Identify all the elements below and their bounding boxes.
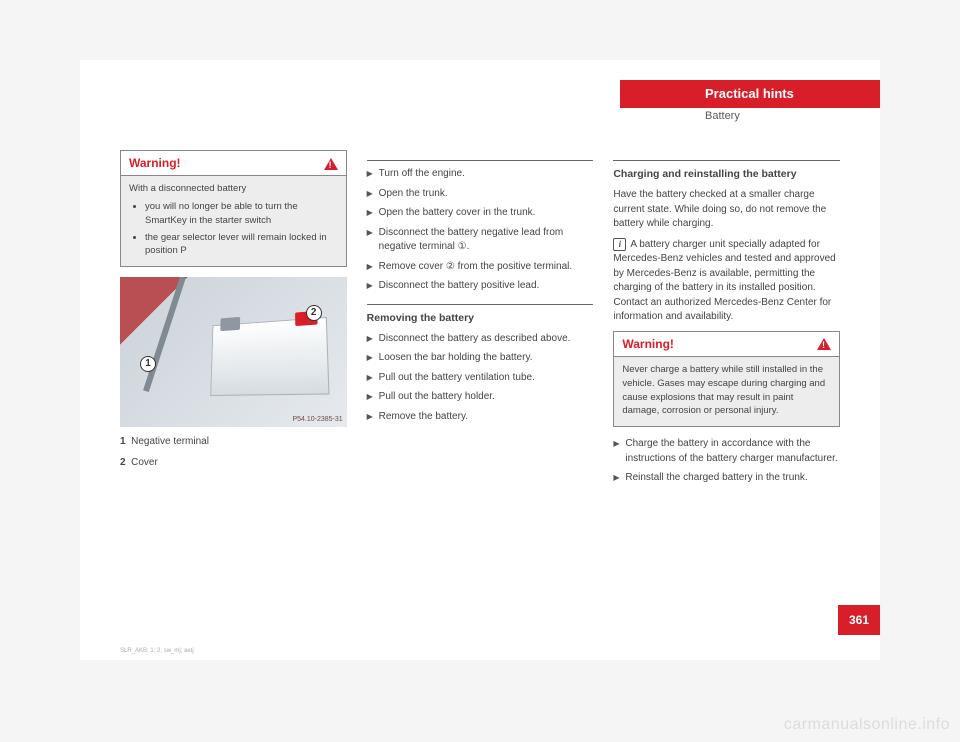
warning-bullet: you will no longer be able to turn the S… xyxy=(145,200,338,228)
figure-strut xyxy=(143,277,186,392)
info-icon xyxy=(613,239,630,250)
warning-body: With a disconnected battery you will no … xyxy=(121,176,346,266)
figure-neg-terminal xyxy=(220,317,240,331)
legend-num: 2 xyxy=(120,457,126,468)
section-subheader: Battery xyxy=(620,110,880,122)
warning-bullet: the gear selector lever will remain lock… xyxy=(145,231,338,259)
warning-triangle-icon xyxy=(324,158,338,170)
step: Charge the battery in accordance with th… xyxy=(613,437,840,466)
figure-code: P54.10-2385-31 xyxy=(292,415,342,425)
warning-label: Warning! xyxy=(622,336,674,353)
warning-intro: With a disconnected battery xyxy=(129,182,338,196)
figure-legend: 2 Cover xyxy=(120,456,347,471)
column-1: Warning! With a disconnected battery you… xyxy=(120,150,347,630)
info-note: A battery charger unit specially adapted… xyxy=(613,238,840,325)
step: Turn off the engine. xyxy=(367,167,594,182)
step: Loosen the bar holding the battery. xyxy=(367,351,594,366)
info-text: A battery charger unit specially adapted… xyxy=(613,239,835,323)
step: Remove the battery. xyxy=(367,410,594,425)
figure-callout-2: 2 xyxy=(306,305,322,321)
step: Reinstall the charged battery in the tru… xyxy=(613,471,840,486)
warning-triangle-icon xyxy=(817,338,831,350)
page-number: 361 xyxy=(838,605,880,635)
footer-code: SLR_AKB; 1; 2, sw_mj; aetj xyxy=(120,648,194,654)
step: Remove cover ② from the positive termina… xyxy=(367,260,594,275)
paragraph: Have the battery checked at a smaller ch… xyxy=(613,188,840,232)
subheading: Removing the battery xyxy=(367,311,594,326)
step: Disconnect the battery negative lead fro… xyxy=(367,226,594,255)
column-rule xyxy=(367,304,594,305)
battery-figure: 1 2 P54.10-2385-31 xyxy=(120,277,347,427)
step: Open the trunk. xyxy=(367,187,594,202)
warning-label: Warning! xyxy=(129,155,181,172)
warning-box-2: Warning! Never charge a battery while st… xyxy=(613,331,840,427)
legend-num: 1 xyxy=(120,436,126,447)
column-3: Charging and reinstalling the battery Ha… xyxy=(613,150,840,630)
column-rule xyxy=(613,160,840,161)
legend-text: Negative terminal xyxy=(131,436,209,447)
column-rule xyxy=(367,160,594,161)
figure-battery xyxy=(210,317,329,396)
step: Disconnect the battery positive lead. xyxy=(367,279,594,294)
manual-page: Practical hints Battery Warning! With a … xyxy=(80,60,880,660)
step: Open the battery cover in the trunk. xyxy=(367,206,594,221)
content-columns: Warning! With a disconnected battery you… xyxy=(80,150,880,630)
warning-box-1: Warning! With a disconnected battery you… xyxy=(120,150,347,267)
warning-body: Never charge a battery while still insta… xyxy=(614,357,839,426)
subheading: Charging and reinstalling the battery xyxy=(613,167,840,182)
watermark: carmanualsonline.info xyxy=(784,716,950,734)
warning-header: Warning! xyxy=(614,332,839,357)
legend-text: Cover xyxy=(131,457,158,468)
step: Pull out the battery ventilation tube. xyxy=(367,371,594,386)
warning-header: Warning! xyxy=(121,151,346,176)
step: Pull out the battery holder. xyxy=(367,390,594,405)
figure-legend: 1 Negative terminal xyxy=(120,435,347,450)
step: Disconnect the battery as described abov… xyxy=(367,332,594,347)
column-2: Turn off the engine. Open the trunk. Ope… xyxy=(367,150,594,630)
section-header: Practical hints xyxy=(620,80,880,108)
